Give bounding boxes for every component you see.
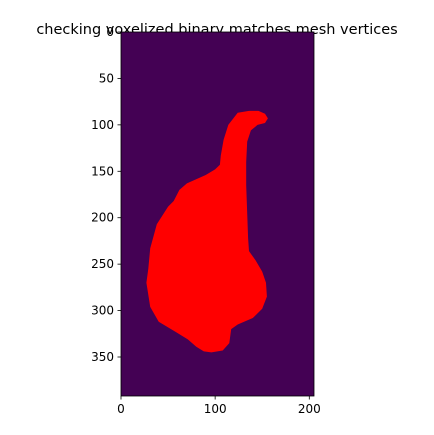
y-tick-label: 350 bbox=[91, 350, 114, 364]
y-tick-label: 50 bbox=[99, 71, 114, 85]
y-tick-label: 250 bbox=[91, 257, 114, 271]
y-tick-label: 200 bbox=[91, 211, 114, 225]
y-tick-label: 150 bbox=[91, 164, 114, 178]
y-tick-label: 300 bbox=[91, 304, 114, 318]
x-axis: 0 100 200 bbox=[117, 396, 321, 416]
plot-frame bbox=[120, 31, 315, 397]
x-tick-label: 200 bbox=[298, 402, 321, 416]
y-tick-label: 0 bbox=[106, 25, 114, 39]
voxel-region bbox=[146, 110, 268, 353]
y-axis: 0 50 100 150 200 250 300 350 bbox=[91, 25, 121, 364]
y-tick-label: 100 bbox=[91, 118, 114, 132]
x-tick-label: 100 bbox=[204, 402, 227, 416]
x-tick-label: 0 bbox=[117, 402, 125, 416]
